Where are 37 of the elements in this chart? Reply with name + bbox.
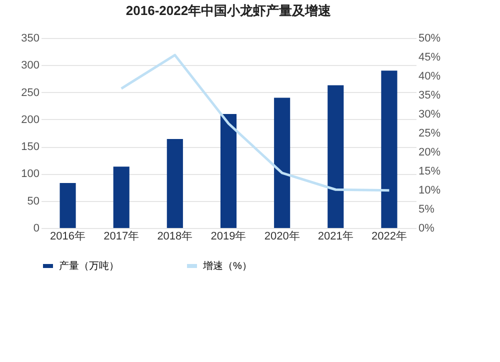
legend-label: 产量（万吨） [59, 260, 119, 272]
x-tick-label: 2022年 [371, 230, 407, 242]
y-tick-label: 350 [21, 32, 40, 44]
y2-tick-label: 5% [418, 204, 435, 216]
x-tick-label: 2016年 [50, 230, 86, 242]
y2-tick-label: 20% [418, 146, 441, 158]
y-tick-label: 50 [27, 195, 40, 208]
y2-tick-label: 15% [418, 166, 441, 178]
chart-title: 2016-2022年中国小龙虾产量及增速 [126, 3, 332, 18]
x-tick-label: 2021年 [318, 230, 354, 242]
x-tick-label: 2017年 [104, 230, 140, 242]
x-tick-label: 2018年 [157, 230, 193, 242]
y-tick-label: 300 [21, 60, 40, 72]
y-tick-label: 150 [21, 141, 40, 154]
y2-tick-label: 40% [418, 70, 441, 82]
bar [166, 138, 183, 228]
bar [381, 70, 398, 228]
y2-tick-label: 25% [418, 128, 441, 140]
bar [60, 182, 76, 228]
y-tick-label: 200 [21, 114, 40, 126]
bar [328, 85, 344, 228]
y2-tick-label: 35% [418, 90, 441, 102]
y2-tick-label: 0% [418, 222, 435, 234]
line-series [120, 54, 390, 192]
y-tick-label: 250 [21, 86, 40, 99]
y2-tick-label: 30% [418, 108, 441, 120]
bar [113, 166, 130, 228]
y2-tick-label: 50% [418, 32, 441, 44]
y-tick-label: 100 [21, 168, 40, 180]
y2-tick-label: 10% [418, 184, 441, 196]
x-tick-label: 2020年 [264, 230, 300, 242]
y-tick-label: 0 [33, 222, 40, 234]
bar [274, 98, 290, 228]
bar [220, 114, 237, 228]
x-tick-label: 2019年 [210, 230, 246, 242]
legend-label: 增速（%） [202, 260, 252, 272]
y2-tick-label: 45% [418, 52, 441, 64]
